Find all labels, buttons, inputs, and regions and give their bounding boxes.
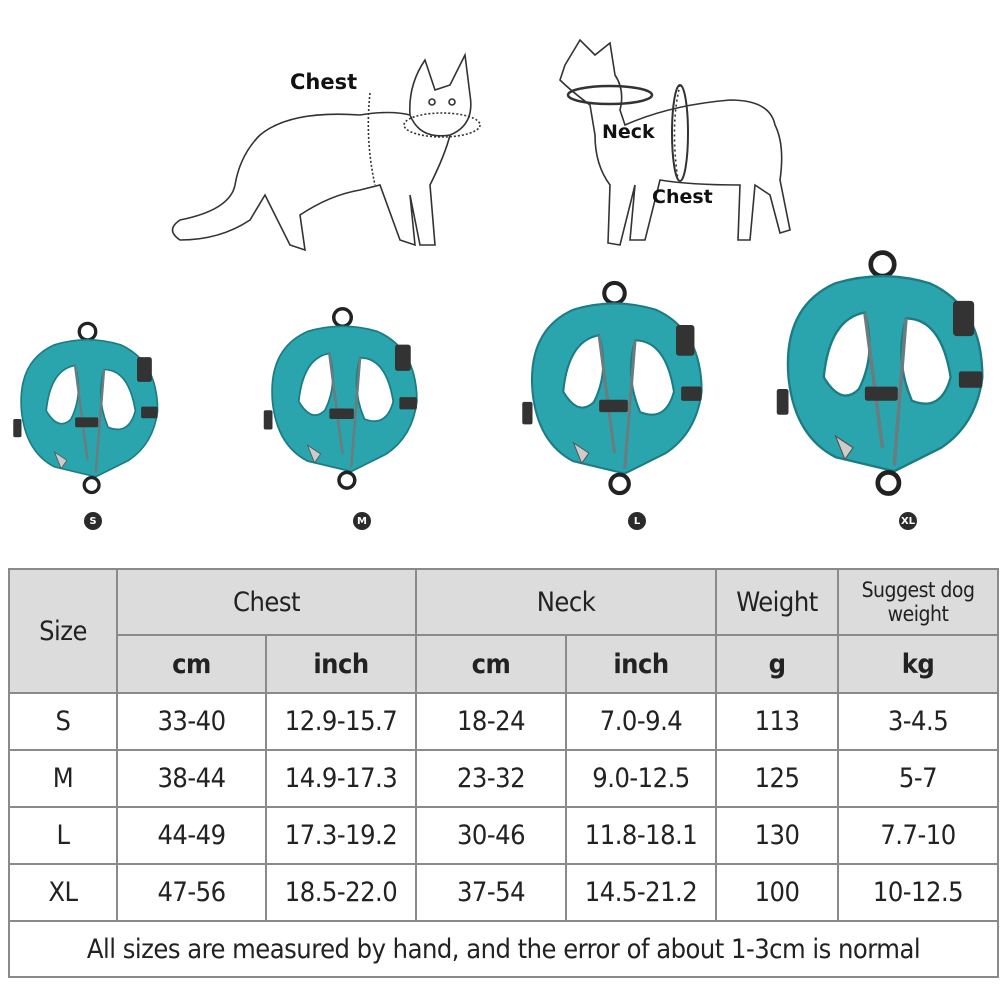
harness-s-image bbox=[11, 321, 160, 495]
cell: 100 bbox=[715, 863, 840, 922]
cat-illustration bbox=[171, 52, 481, 252]
size-badge-s: S bbox=[84, 512, 102, 530]
cell: 113 bbox=[715, 692, 840, 751]
unit-chest-inch: inch bbox=[265, 634, 417, 694]
cell: 11.8-18.1 bbox=[564, 806, 718, 865]
unit-neck-cm: cm bbox=[415, 634, 567, 694]
harness-l-image bbox=[512, 275, 717, 500]
cell: 14.9-17.3 bbox=[265, 749, 417, 808]
cell: 9.0-12.5 bbox=[564, 749, 718, 808]
table-row: M 38-44 14.9-17.3 23-32 9.0-12.5 125 5-7 bbox=[8, 749, 1000, 808]
dog-chest-label: Chest bbox=[652, 186, 713, 208]
cell: 7.0-9.4 bbox=[564, 692, 718, 751]
cell: 14.5-21.2 bbox=[564, 863, 718, 922]
cell: 37-54 bbox=[415, 863, 567, 922]
cell: 23-32 bbox=[415, 749, 567, 808]
cell: 30-46 bbox=[415, 806, 567, 865]
row-size: S bbox=[8, 692, 118, 751]
cell: 3-4.5 bbox=[837, 692, 1000, 751]
row-size: M bbox=[8, 749, 118, 808]
cell: 10-12.5 bbox=[837, 863, 1000, 922]
header-weight: Weight bbox=[715, 568, 840, 636]
header-chest: Chest bbox=[116, 568, 417, 636]
header-size: Size bbox=[8, 568, 118, 694]
unit-neck-inch: inch bbox=[564, 634, 718, 694]
header-suggest-dog-weight: Suggest dog weight bbox=[837, 568, 1000, 636]
cell: 12.9-15.7 bbox=[265, 692, 417, 751]
table-row: S 33-40 12.9-15.7 18-24 7.0-9.4 113 3-4.… bbox=[8, 692, 1000, 751]
cell: 17.3-19.2 bbox=[265, 806, 417, 865]
cat-chest-label: Chest bbox=[290, 70, 358, 94]
row-size: L bbox=[8, 806, 118, 865]
size-badge-xl: XL bbox=[899, 512, 917, 530]
cell: 44-49 bbox=[116, 806, 267, 865]
dog-illustration bbox=[559, 38, 791, 246]
row-size: XL bbox=[8, 863, 118, 922]
table-row: XL 47-56 18.5-22.0 37-54 14.5-21.2 100 1… bbox=[8, 863, 1000, 922]
size-badge-m: M bbox=[353, 512, 371, 530]
harness-xl-image bbox=[765, 245, 1000, 500]
cell: 18-24 bbox=[415, 692, 567, 751]
cell: 47-56 bbox=[116, 863, 267, 922]
size-chart-table: Size Chest Neck Weight Suggest dog weigh… bbox=[7, 568, 1000, 978]
cell: 5-7 bbox=[837, 749, 1000, 808]
cell: 130 bbox=[715, 806, 840, 865]
cell: 38-44 bbox=[116, 749, 267, 808]
header-neck: Neck bbox=[414, 568, 718, 636]
harness-m-image bbox=[262, 307, 419, 490]
unit-chest-cm: cm bbox=[116, 634, 267, 694]
cell: 7.7-10 bbox=[837, 806, 1000, 865]
dog-neck-label: Neck bbox=[602, 121, 655, 143]
unit-weight-g: g bbox=[715, 634, 840, 694]
unit-dog-weight-kg: kg bbox=[837, 634, 1000, 694]
table-row: L 44-49 17.3-19.2 30-46 11.8-18.1 130 7.… bbox=[8, 806, 1000, 865]
size-badge-l: L bbox=[628, 512, 646, 530]
cell: 33-40 bbox=[116, 692, 267, 751]
cell: 125 bbox=[715, 749, 840, 808]
footnote: All sizes are measured by hand, and the … bbox=[7, 920, 1000, 978]
cell: 18.5-22.0 bbox=[265, 863, 417, 922]
